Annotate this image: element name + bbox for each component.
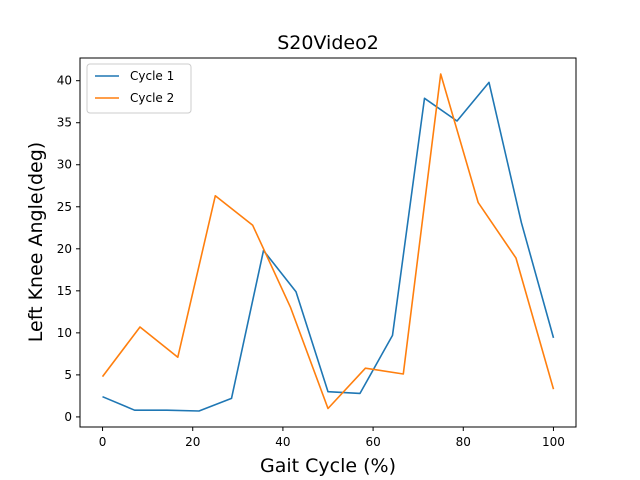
x-tick-label: 80 [456, 435, 471, 449]
x-tick-label: 0 [99, 435, 107, 449]
legend: Cycle 1 Cycle 2 [86, 63, 192, 114]
y-tick-label: 35 [57, 116, 72, 130]
x-tick-label: 40 [275, 435, 290, 449]
series-lines [101, 73, 555, 412]
chart-title: S20Video2 [277, 32, 379, 54]
y-tick-label: 20 [57, 242, 72, 256]
y-tick-label: 40 [57, 74, 72, 88]
legend-label-2: Cycle 2 [130, 91, 174, 105]
y-tick-label: 5 [64, 368, 72, 382]
x-tick-label: 100 [542, 435, 565, 449]
x-axis-title: Gait Cycle (%) [260, 455, 396, 477]
y-tick-label: 0 [64, 410, 72, 424]
plot-area-frame [79, 57, 577, 428]
legend-label-1: Cycle 1 [130, 69, 174, 83]
x-axis: 0 20 40 60 80 100 [99, 427, 565, 449]
series-line-2 [101, 73, 555, 410]
x-tick-label: 60 [365, 435, 380, 449]
series-line-1 [102, 81, 555, 412]
y-axis-title: Left Knee Angle(deg) [25, 142, 47, 342]
y-tick-label: 30 [57, 158, 72, 172]
y-tick-label: 15 [57, 284, 72, 298]
y-tick-label: 25 [57, 200, 72, 214]
y-axis: 0 5 10 15 20 25 30 35 40 [57, 74, 80, 424]
y-tick-label: 10 [57, 326, 72, 340]
x-tick-label: 20 [185, 435, 200, 449]
